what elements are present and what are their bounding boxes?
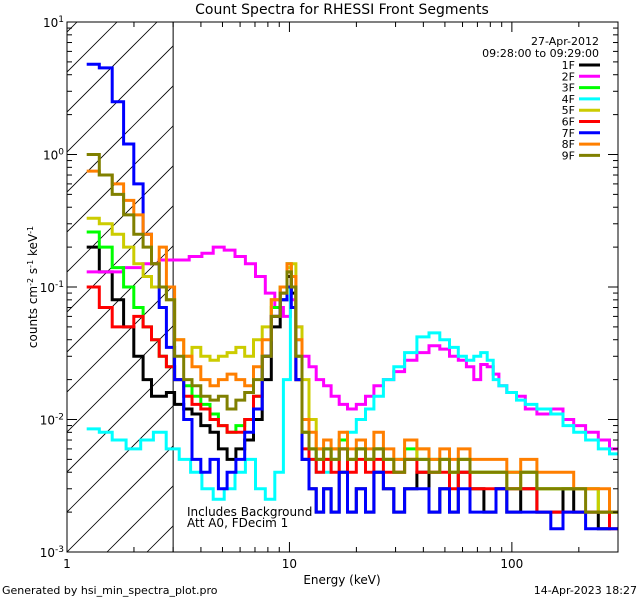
- legend-label-9f: 9F: [562, 149, 575, 162]
- legend-label-2f: 2F: [562, 70, 575, 83]
- hatch-line: [67, 22, 118, 73]
- x-axis-label: Energy (keV): [303, 573, 380, 587]
- legend-label-4f: 4F: [562, 93, 575, 106]
- legend-label-7f: 7F: [562, 127, 575, 140]
- series-line-9f: [86, 153, 618, 514]
- x-tick-label: 10: [282, 557, 297, 571]
- hatch-line: [67, 205, 174, 313]
- y-tick-label: 100: [43, 148, 64, 163]
- annotation-attenuator: Att A0, FDecim 1: [187, 516, 288, 530]
- series-lines: [86, 62, 618, 531]
- y-tick-label: 101: [43, 15, 64, 30]
- date-label: 27-Apr-2012: [531, 35, 599, 48]
- footer-timestamp: 14-Apr-2023 18:27: [534, 584, 637, 597]
- hatch-line: [67, 22, 158, 113]
- legend-label-1f: 1F: [562, 59, 575, 72]
- x-tick-label: 100: [500, 557, 523, 571]
- hatch-line: [67, 365, 174, 473]
- time-range-label: 09:28:00 to 09:29:00: [482, 47, 599, 60]
- hatch-line: [67, 445, 174, 552]
- axes: 10 100 110-3 10-2 10-1 100 101: [40, 15, 619, 571]
- y-tick-label: 10-1: [40, 280, 64, 295]
- x-tick-label: 1: [63, 557, 71, 571]
- y-tick-label: 10-2: [40, 413, 64, 428]
- legend-label-3f: 3F: [562, 82, 575, 95]
- footer-generated-by: Generated by hsi_min_spectra_plot.pro: [2, 584, 218, 597]
- series-line-8f: [86, 169, 618, 514]
- annotation-background: Includes Background: [187, 505, 312, 519]
- series-line-4f: [86, 285, 618, 501]
- legend-label-6f: 6F: [562, 116, 575, 129]
- hatch-line: [67, 405, 174, 513]
- hatch-line: [67, 45, 174, 153]
- y-axis-label: counts cm-2 s-1 keV-1: [26, 226, 41, 348]
- legend-label-5f: 5F: [562, 104, 575, 117]
- chart-title: Count Spectra for RHESSI Front Segments: [195, 2, 489, 18]
- y-tick-label: 10-3: [40, 545, 64, 560]
- legend-label-8f: 8F: [562, 138, 575, 151]
- hatch-line: [67, 165, 174, 273]
